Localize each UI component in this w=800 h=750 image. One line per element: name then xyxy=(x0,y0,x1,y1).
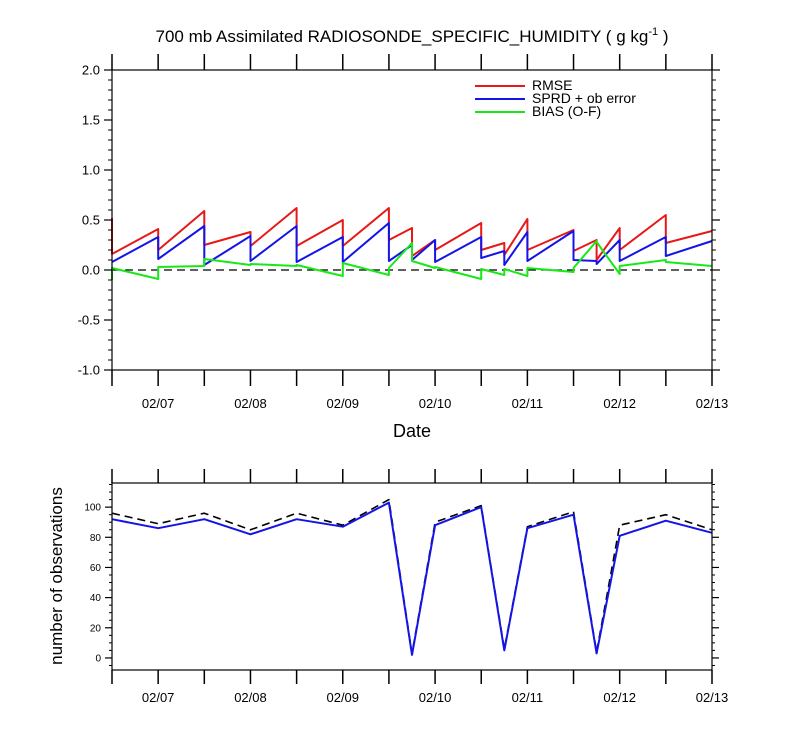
top-x-tick-label: 02/11 xyxy=(512,396,544,411)
top-y-tick-label: -1.0 xyxy=(78,363,100,378)
bottom-x-tick-label: 02/09 xyxy=(326,690,359,705)
top-y-tick-label: 2.0 xyxy=(82,63,100,78)
legend-label-sprd: SPRD + ob error xyxy=(532,90,636,106)
legend-label-bias: BIAS (O-F) xyxy=(532,103,601,119)
legend: RMSE SPRD + ob error BIAS (O-F) xyxy=(475,77,636,119)
bottom-x-tick-label: 02/11 xyxy=(512,690,544,705)
bottom-plot-frame xyxy=(111,482,713,671)
top-y-tick-label: 0.0 xyxy=(82,263,100,278)
chart-title-suffix: ) xyxy=(658,27,668,46)
bottom-y-tick-label: 20 xyxy=(90,623,102,634)
top-y-tick-label: 1.0 xyxy=(82,163,100,178)
bottom-y-tick-label: 80 xyxy=(90,533,102,544)
top-plot-frame xyxy=(111,69,713,371)
bottom-series-possible xyxy=(111,498,713,655)
bottom-y-tick-label: 100 xyxy=(84,503,101,514)
top-axes-layer: -1.0 -0.5 0.0 0.5 1.0 1.5 2.0 02/07 02/08 02/09 02… xyxy=(78,54,729,411)
bottom-x-tick-label: 02/08 xyxy=(234,690,267,705)
top-x-tick-label: 02/09 xyxy=(326,396,359,411)
top-y-tick-label: -0.5 xyxy=(78,313,100,328)
bottom-series-layer xyxy=(111,498,713,656)
top-x-axis-label: Date xyxy=(393,421,431,441)
bottom-x-tick-label: 02/13 xyxy=(696,690,729,705)
bottom-y-tick-label: 0 xyxy=(95,653,101,664)
top-y-tick-label: 1.5 xyxy=(82,113,100,128)
bottom-panel: 0 20 40 60 80 100 02/07 02/08 02/09 02/10 02/11 02/… xyxy=(84,469,728,705)
top-x-tick-label: 02/10 xyxy=(419,396,452,411)
bottom-x-tick-label: 02/10 xyxy=(419,690,452,705)
top-x-tick-label: 02/13 xyxy=(696,396,729,411)
bottom-y-tick-label: 40 xyxy=(90,593,102,604)
bottom-y-tick-label: 60 xyxy=(90,563,102,574)
top-series-layer xyxy=(111,207,713,280)
chart-title: 700 mb Assimilated RADIOSONDE_SPECIFIC_H… xyxy=(156,26,669,46)
bottom-series-assimilated xyxy=(111,501,713,656)
bottom-x-tick-label: 02/07 xyxy=(142,690,175,705)
top-panel: -1.0 -0.5 0.0 0.5 1.0 1.5 2.0 02/07 02/08 02/09 02… xyxy=(78,54,729,411)
bottom-x-tick-label: 02/12 xyxy=(603,690,636,705)
chart-title-superscript: -1 xyxy=(648,26,658,38)
chart-title-main: 700 mb Assimilated RADIOSONDE_SPECIFIC_H… xyxy=(156,27,649,46)
top-series-bias-o-f xyxy=(111,240,713,280)
bottom-axes-layer: 0 20 40 60 80 100 02/07 02/08 02/09 02/10 02/11 02/… xyxy=(84,469,728,705)
bottom-y-axis-label: number of observations xyxy=(47,487,66,665)
top-x-tick-label: 02/08 xyxy=(234,396,267,411)
top-x-tick-label: 02/12 xyxy=(603,396,636,411)
legend-label-rmse: RMSE xyxy=(532,77,572,93)
top-x-tick-label: 02/07 xyxy=(142,396,175,411)
top-y-tick-label: 0.5 xyxy=(82,213,100,228)
top-series-sprd-ob-error xyxy=(111,222,713,266)
